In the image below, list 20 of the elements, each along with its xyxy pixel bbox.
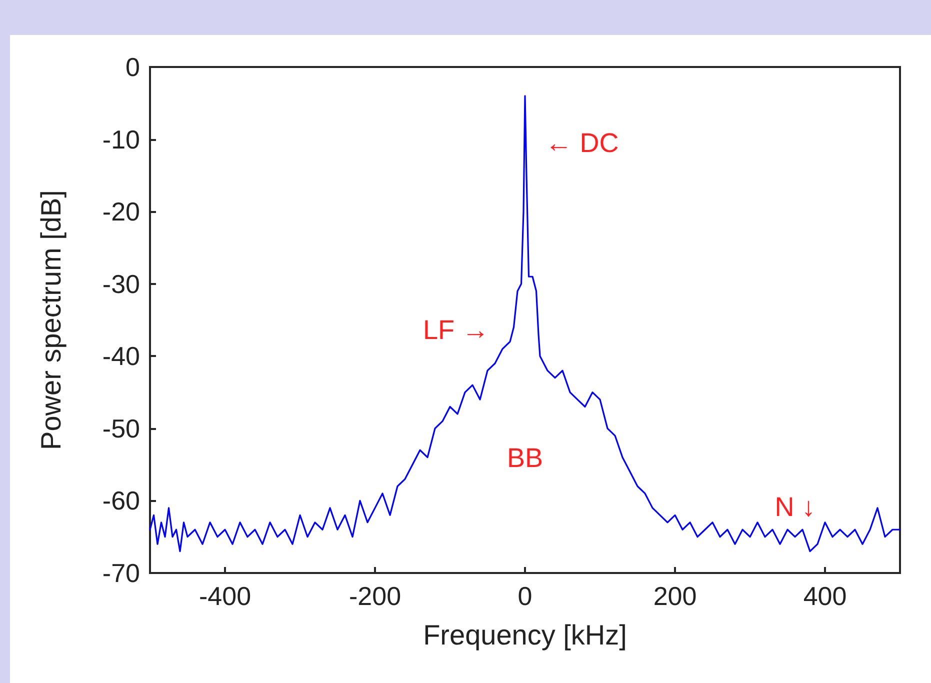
line-series xyxy=(149,95,901,552)
y-axis-title: Power spectrum [dB] xyxy=(36,190,66,450)
y-tick-label: 0 xyxy=(126,52,140,82)
x-tick-label: 400 xyxy=(803,581,847,611)
x-tick-label: -200 xyxy=(348,581,402,611)
x-axis-title: Frequency [kHz] xyxy=(423,620,627,650)
y-tick-label: -30 xyxy=(102,268,140,299)
x-tick-label: -400 xyxy=(198,581,252,611)
y-tick-label: -60 xyxy=(102,486,140,516)
annotation: N ↓ xyxy=(774,492,816,522)
y-tick-label: -70 xyxy=(102,558,140,588)
annotation: LF → xyxy=(422,315,490,345)
y-tick-label: -50 xyxy=(102,413,140,444)
annotation: BB xyxy=(506,443,544,473)
y-tick-label: -40 xyxy=(102,341,140,372)
y-tick-label: -10 xyxy=(102,124,140,154)
y-tick-label: -20 xyxy=(102,196,140,227)
x-tick-label: 0 xyxy=(518,581,532,611)
annotation: ← DC xyxy=(545,128,619,158)
x-tick-label: 200 xyxy=(653,581,697,611)
